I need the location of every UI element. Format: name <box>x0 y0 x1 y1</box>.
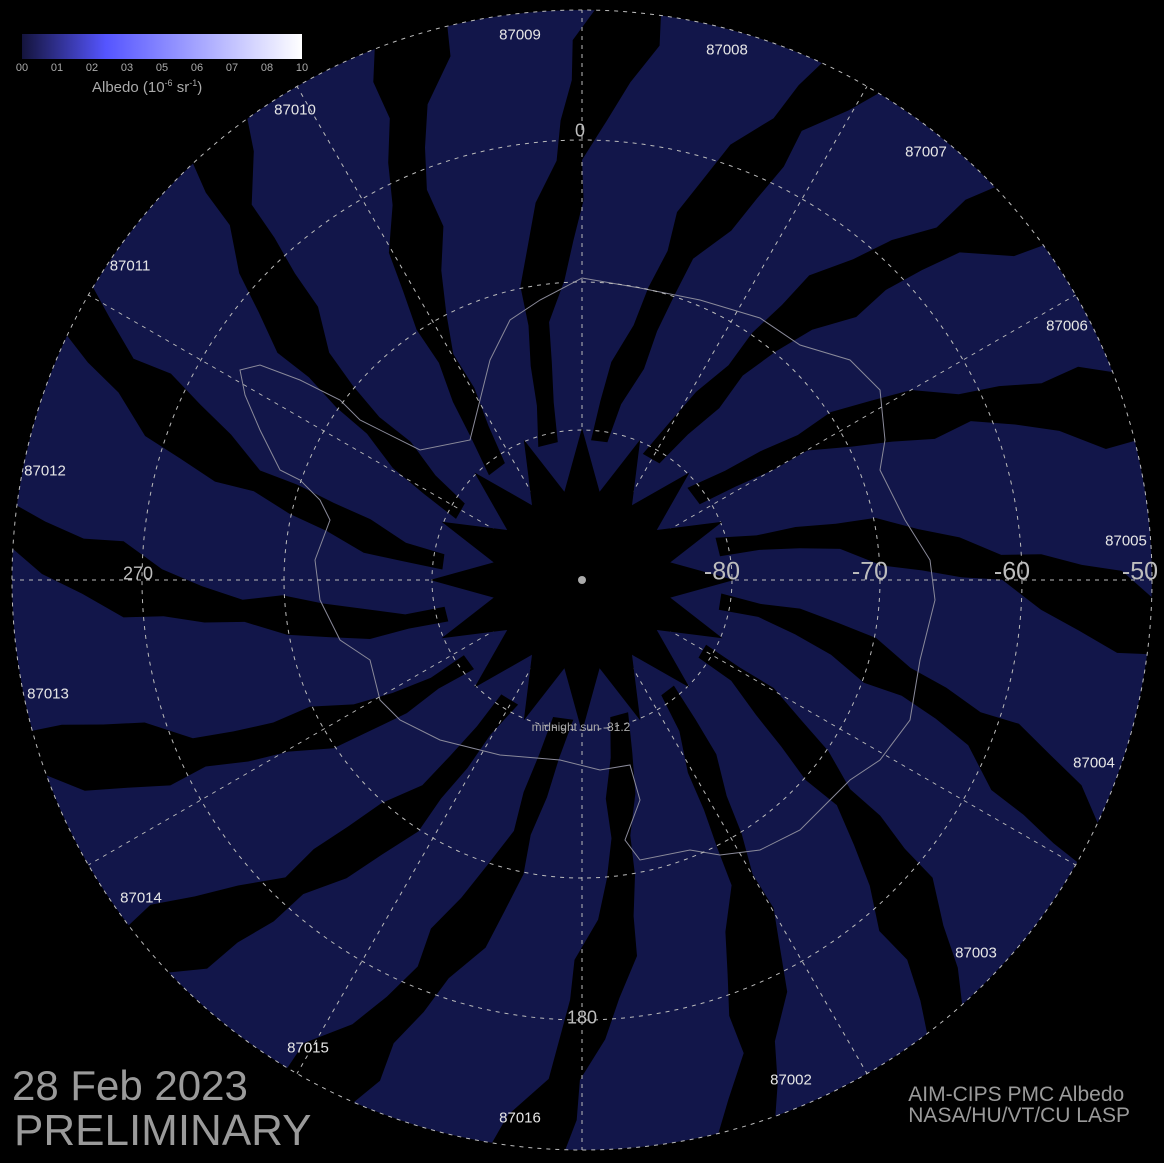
colorbar-tick: 03 <box>120 62 134 74</box>
latitude-label-50: -50 <box>1121 557 1159 586</box>
orbit-label: 87013 <box>27 685 69 703</box>
swath-gap <box>642 183 1054 464</box>
longitude-label-180: 180 <box>566 1007 598 1028</box>
swath-gap <box>661 685 788 1145</box>
albedo-colorbar <box>22 34 302 59</box>
orbit-label: 87007 <box>905 143 947 161</box>
swath-gap <box>22 655 474 791</box>
swath-gap <box>281 717 574 1110</box>
orbit-label: 87006 <box>1046 317 1088 335</box>
colorbar-tick: 08 <box>260 62 274 74</box>
swath-gap <box>486 712 637 1160</box>
colorbar-tick: 00 <box>15 62 29 74</box>
latitude-label-70: -70 <box>851 557 889 586</box>
latitude-label-80: -80 <box>703 557 741 586</box>
orbit-label: 87010 <box>274 101 316 119</box>
latitude-label-60: -60 <box>993 557 1031 586</box>
swath-gap <box>188 107 465 519</box>
credit-line-2: NASA/HU/VT/CU LASP <box>908 1104 1130 1127</box>
orbit-label: 87014 <box>120 889 162 907</box>
orbit-label: 87011 <box>109 257 151 275</box>
longitude-label-0: 0 <box>574 120 586 141</box>
orbit-label: 87003 <box>955 944 997 962</box>
swath-gap <box>715 517 1162 655</box>
credit-line-1: AIM-CIPS PMC Albedo <box>908 1083 1125 1106</box>
orbit-label: 87002 <box>770 1071 812 1089</box>
date-label: 28 Feb 2023 <box>12 1062 248 1109</box>
midnight-sun-label: midnight sun -81.2 <box>531 720 631 734</box>
colorbar-tick: 02 <box>85 62 99 74</box>
latitude-circle <box>141 139 1023 1021</box>
antarctica-coastline <box>239 277 936 861</box>
swath-gap <box>121 694 519 974</box>
credit: AIM-CIPS PMC Albedo NASA/HU/VT/CU LASP <box>908 1084 1130 1126</box>
south-pole-marker <box>578 576 586 584</box>
colorbar-title: Albedo (10-6 sr-1) <box>92 78 203 96</box>
swath-gap <box>373 16 505 476</box>
swath-gap <box>3 500 449 639</box>
colorbar-tick: 05 <box>155 62 169 74</box>
colorbar-tick: 07 <box>225 62 239 74</box>
orbit-label: 87008 <box>706 41 748 59</box>
orbit-label: 87009 <box>499 26 541 44</box>
preliminary-label: PRELIMINARY <box>14 1106 312 1155</box>
swath-gap <box>520 0 662 448</box>
swath-gap <box>591 55 889 443</box>
swath-gap <box>687 366 1145 505</box>
colorbar-tick: 06 <box>190 62 204 74</box>
colorbar-tick: 10 <box>295 62 309 74</box>
swath-gap <box>60 277 445 570</box>
orbit-label: 87005 <box>1105 532 1147 550</box>
swath-gap <box>698 644 964 1045</box>
swath-gap <box>718 593 1103 869</box>
orbit-label: 87004 <box>1073 754 1115 772</box>
orbit-label: 87016 <box>499 1109 541 1127</box>
longitude-label-270: 270 <box>122 563 154 584</box>
orbit-label: 87012 <box>24 462 66 480</box>
orbit-label: 87015 <box>287 1039 329 1057</box>
colorbar-tick: 01 <box>50 62 64 74</box>
